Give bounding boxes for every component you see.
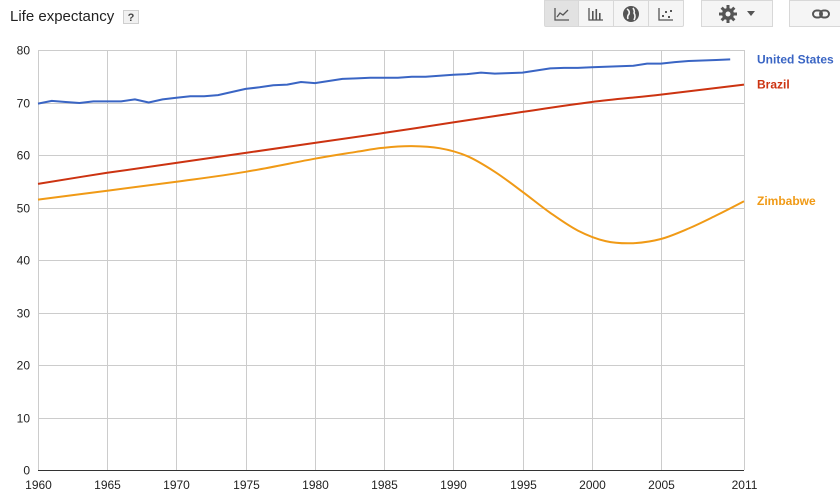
x-tick-label: 1965 bbox=[94, 478, 121, 492]
bar-chart-icon bbox=[588, 7, 603, 21]
x-tick-label: 2011 bbox=[732, 478, 758, 492]
y-tick-label: 10 bbox=[17, 412, 31, 426]
y-tick-label: 20 bbox=[17, 359, 31, 373]
x-tick-label: 1960 bbox=[25, 478, 52, 492]
help-button[interactable]: ? bbox=[123, 10, 139, 24]
chart-legend: United States Brazil Zimbabwe bbox=[757, 52, 834, 208]
line-chart-icon bbox=[553, 7, 569, 21]
link-button[interactable] bbox=[789, 0, 840, 27]
caret-down-icon bbox=[747, 11, 755, 16]
y-axis: 0 10 20 30 40 50 60 70 80 bbox=[17, 44, 31, 478]
legend-zimbabwe: Zimbabwe bbox=[757, 194, 816, 208]
chart-grid bbox=[38, 50, 745, 471]
scatter-chart-button[interactable] bbox=[649, 0, 684, 27]
x-tick-label: 2005 bbox=[648, 478, 675, 492]
y-tick-label: 60 bbox=[17, 149, 31, 163]
page-title: Life expectancy bbox=[10, 8, 115, 25]
legend-brazil: Brazil bbox=[757, 78, 790, 92]
chart-series bbox=[37, 58, 745, 245]
y-tick-label: 50 bbox=[17, 202, 31, 216]
series-line-brazil bbox=[37, 83, 745, 185]
chart-type-toolbar bbox=[544, 0, 684, 28]
series-line-zimbabwe bbox=[37, 145, 745, 245]
globe-icon bbox=[623, 5, 639, 22]
y-tick-label: 40 bbox=[17, 254, 31, 268]
x-axis: 1960 1965 1970 1975 1980 1985 1990 1995 2000 2005… bbox=[25, 478, 758, 492]
scatter-chart-icon bbox=[658, 7, 673, 21]
line-chart-button[interactable] bbox=[544, 0, 579, 27]
series-line-united-states bbox=[37, 58, 731, 105]
y-tick-label: 70 bbox=[17, 97, 31, 111]
bar-chart-button[interactable] bbox=[579, 0, 614, 27]
x-tick-label: 1985 bbox=[371, 478, 398, 492]
link-icon bbox=[812, 9, 830, 18]
map-chart-button[interactable] bbox=[614, 0, 649, 27]
gear-icon bbox=[719, 4, 737, 23]
x-tick-label: 1970 bbox=[163, 478, 190, 492]
legend-united-states: United States bbox=[757, 52, 834, 66]
y-tick-label: 80 bbox=[17, 44, 31, 58]
settings-button[interactable] bbox=[701, 0, 773, 27]
y-tick-label: 30 bbox=[17, 307, 31, 321]
x-tick-label: 2000 bbox=[579, 478, 606, 492]
x-tick-label: 1980 bbox=[302, 478, 329, 492]
x-tick-label: 1975 bbox=[233, 478, 260, 492]
y-tick-label: 0 bbox=[23, 464, 30, 478]
x-tick-label: 1995 bbox=[510, 478, 537, 492]
x-tick-label: 1990 bbox=[440, 478, 467, 492]
